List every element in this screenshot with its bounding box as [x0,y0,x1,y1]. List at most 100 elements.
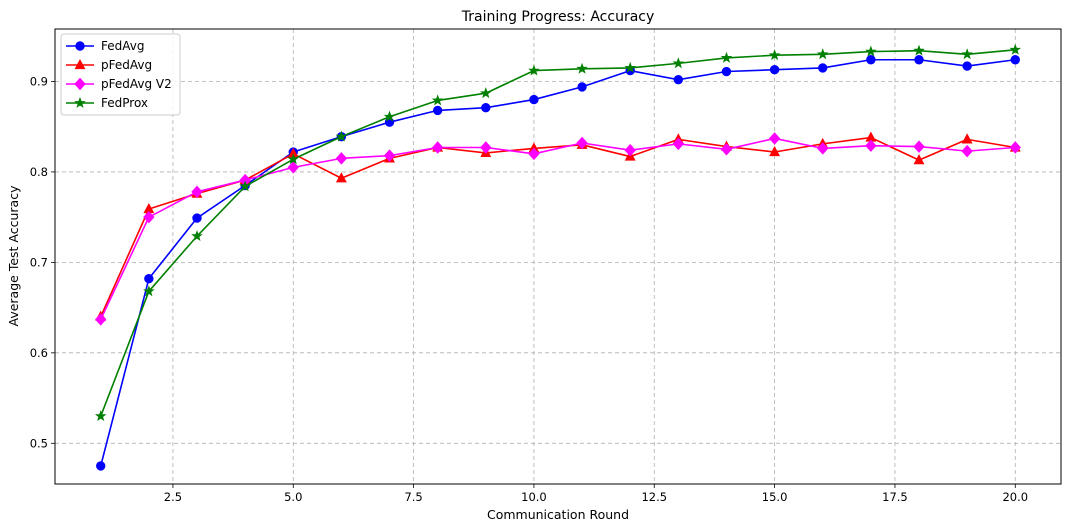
data-point-fedavg [818,63,828,73]
x-axis: 2.5 5.0 7.5 10.0 12.5 15.0 17.5 20.0 [164,484,1028,504]
data-point-fedavg [673,74,684,85]
data-point-fedavg [1010,55,1020,65]
x-tick-label: 10.0 [521,490,547,504]
legend-item-pfedavg: pFedAvg [66,58,152,72]
data-point-pfedavg-v2 [143,210,155,224]
data-point-pfedavg-v2 [672,137,685,151]
data-point-pfedavg-v2 [383,149,396,162]
series-pfedavg-v2 [95,132,1021,326]
data-point-pfedavg-v2 [961,144,973,158]
data-point-fedavg [914,55,924,65]
legend-item-fedavg: FedAvg [66,39,144,53]
data-point-fedavg [432,105,443,116]
data-point-pfedavg-v2 [1009,141,1021,154]
x-tick-label: 7.5 [404,490,422,504]
data-point-fedprox [143,285,155,297]
data-point-pfedavg-v2 [624,143,636,157]
series-line-pfedavg [99,136,1016,317]
data-point-fedavg [769,65,780,75]
data-point-pfedavg-v2 [528,147,540,161]
grid [55,29,1061,484]
data-point-pfedavg-v2 [431,141,444,154]
data-point-fedavg [192,213,202,223]
series-layer [94,43,1022,471]
data-point-fedavg [96,461,106,471]
data-point-fedavg [721,66,732,77]
data-point-fedprox [624,61,636,73]
legend-item-fedprox: FedProx [66,96,148,110]
x-axis-title: Communication Round [487,507,629,522]
data-point-fedavg [962,61,972,71]
legend-marker [74,96,86,108]
data-point-pfedavg [913,154,925,165]
legend-label: FedProx [101,96,148,110]
data-point-fedprox [528,64,540,76]
y-tick-label: 0.8 [30,165,48,179]
data-point-pfedavg [769,145,781,157]
legend-marker [75,41,85,51]
x-tick-label: 12.5 [641,490,667,504]
data-point-fedprox [383,110,396,122]
data-point-fedprox [1009,43,1022,55]
legend-item-pfedavg-v2: pFedAvg V2 [66,77,172,91]
data-point-pfedavg-v2 [287,161,299,174]
data-point-fedprox [865,45,877,57]
series-line-pfedavg-v2 [100,137,1016,320]
plot-area-frame [54,28,1062,485]
data-point-fedprox [94,410,107,422]
series-line-fedprox [99,49,1016,417]
data-point-fedprox [720,51,733,63]
data-point-pfedavg-v2 [576,136,588,150]
y-tick-label: 0.9 [30,74,48,88]
legend-label: pFedAvg V2 [101,77,172,91]
data-point-fedavg [866,55,876,65]
data-point-pfedavg [335,172,347,183]
data-point-fedprox [191,230,203,242]
data-point-fedprox [480,87,492,99]
y-axis-title: Average Test Accuracy [6,185,21,327]
legend: FedAvg pFedAvg pFedAvg V2 FedProx [60,33,181,116]
y-tick-label: 0.5 [30,436,48,450]
y-tick-label: 0.7 [30,255,48,269]
legend-box [60,33,181,116]
legend-marker [74,58,86,70]
legend-marker [74,77,86,91]
data-point-fedprox [961,48,973,60]
data-point-pfedavg-v2 [817,142,829,155]
x-tick-label: 20.0 [1002,490,1028,504]
data-point-fedprox [431,94,444,106]
data-point-fedprox [672,57,685,69]
y-axis: 0.5 0.6 0.7 0.8 0.9 [30,74,55,450]
x-tick-label: 17.5 [882,490,908,504]
data-point-fedprox [576,62,588,74]
data-point-fedprox [239,180,251,192]
series-fedprox [94,43,1022,422]
chart-title: Training Progress: Accuracy [461,9,655,25]
legend-label: FedAvg [101,39,144,53]
data-point-fedprox [335,130,348,142]
data-point-pfedavg-v2 [768,132,781,145]
data-point-fedavg [144,273,154,284]
data-point-fedprox [287,153,300,165]
data-point-pfedavg-v2 [335,152,348,165]
x-tick-label: 2.5 [164,490,182,504]
y-tick-label: 0.6 [30,346,48,360]
data-point-fedavg [577,82,587,92]
data-point-fedprox [768,49,781,61]
x-tick-label: 15.0 [762,490,788,504]
data-point-fedavg [481,102,491,113]
data-point-pfedavg-v2 [480,141,492,154]
data-point-pfedavg [961,133,973,144]
data-point-fedprox [913,44,925,56]
data-point-pfedavg-v2 [720,143,733,156]
series-line-fedavg [99,58,1016,467]
data-point-fedprox [816,48,829,60]
data-point-fedavg [529,94,539,105]
data-point-pfedavg-v2 [913,140,925,153]
legend-label: pFedAvg [101,58,152,72]
x-tick-label: 5.0 [284,490,302,504]
data-point-pfedavg-v2 [191,185,203,199]
data-point-pfedavg-v2 [95,313,107,326]
